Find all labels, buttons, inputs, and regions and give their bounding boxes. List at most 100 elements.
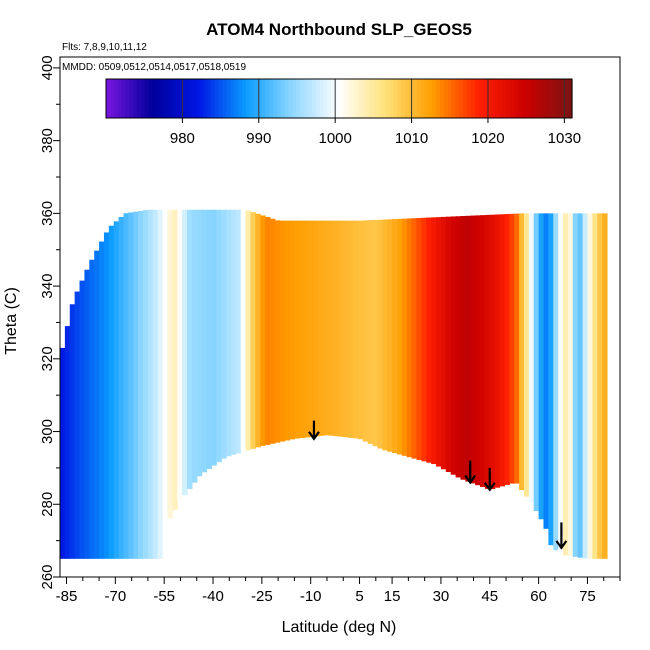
colorbar-swatch — [218, 79, 224, 118]
colorbar-swatch — [265, 79, 270, 118]
slp-cell — [436, 217, 442, 467]
colorbar-swatch — [137, 79, 142, 118]
slp-cell — [455, 216, 462, 478]
slp-cell — [221, 209, 227, 459]
y-tick-label: 380 — [39, 128, 56, 153]
slp-cell — [284, 220, 291, 441]
colorbar-swatch — [327, 79, 332, 118]
slp-cell — [421, 217, 427, 462]
slp-cell — [538, 213, 545, 520]
colorbar-swatch — [385, 79, 391, 118]
colorbar-swatch — [191, 79, 196, 118]
colorbar-swatch — [420, 79, 426, 118]
slp-cell — [587, 213, 593, 559]
slp-cell — [548, 213, 554, 546]
downward-arrow — [483, 467, 496, 492]
slp-cell — [123, 213, 129, 559]
colorbar-swatch — [238, 79, 243, 118]
slp-cell — [226, 209, 232, 457]
colorbar-swatch — [199, 79, 204, 118]
colorbar-swatch — [552, 79, 558, 118]
slp-cell — [265, 217, 271, 445]
slp-cell — [406, 218, 413, 458]
colorbar-swatch — [447, 79, 453, 118]
colorbar-swatch — [381, 79, 387, 118]
slp-cell — [162, 209, 169, 559]
slp-cell — [338, 220, 344, 437]
colorbar-swatch — [505, 79, 511, 118]
colorbar-swatch — [556, 79, 561, 118]
downward-arrow — [555, 522, 568, 550]
slp-cell — [274, 220, 281, 443]
slp-cell — [323, 220, 330, 436]
colorbar-swatch — [540, 79, 546, 118]
slp-cell — [343, 220, 349, 438]
colorbar-swatch — [377, 79, 383, 118]
slp-cell — [172, 209, 178, 511]
colorbar-swatch — [125, 79, 130, 118]
slp-cell — [182, 209, 188, 496]
colorbar-swatch — [304, 79, 309, 118]
slp-cell — [255, 213, 261, 448]
colorbar-swatch — [373, 79, 379, 118]
colorbar-swatch — [129, 79, 134, 118]
slp-cell — [543, 213, 549, 529]
colorbar-swatch — [474, 79, 480, 118]
colorbar-swatch — [424, 79, 429, 118]
slp-cell — [250, 212, 256, 449]
x-tick-label: 45 — [481, 588, 498, 605]
slp-cell — [103, 232, 110, 559]
slp-cell — [328, 220, 335, 436]
colorbar-swatch — [362, 79, 367, 118]
slp-cell — [426, 217, 432, 463]
colorbar-swatch — [393, 79, 398, 118]
chart-title: ATOM4 Northbound SLP_GEOS5 — [206, 20, 472, 39]
colorbar-swatch — [253, 79, 259, 118]
dates-annotation: MMDD: 0509,0512,0514,0517,0518,0519 — [62, 62, 246, 73]
colorbar-swatch — [245, 79, 251, 118]
colorbar-swatch — [366, 79, 371, 118]
slp-cell — [74, 291, 81, 559]
slp-cell — [362, 220, 369, 442]
slp-cell — [294, 220, 300, 439]
colorbar-swatch — [323, 79, 328, 118]
slp-cell — [186, 209, 193, 489]
colorbar-swatch — [455, 79, 460, 118]
slp-cell — [201, 209, 208, 473]
colorbar-swatch — [436, 79, 441, 118]
colorbar-swatch — [471, 79, 476, 118]
slp-cell — [396, 218, 403, 455]
colorbar-swatch — [459, 79, 464, 118]
colorbar-swatch — [517, 79, 523, 118]
slp-cell — [460, 216, 466, 480]
colorbar-swatch — [292, 79, 297, 118]
slp-cell — [582, 213, 589, 559]
plot-area — [60, 209, 608, 559]
colorbar-swatch — [331, 79, 336, 118]
slp-cell — [270, 218, 276, 444]
slp-cell — [60, 347, 66, 559]
slp-cell — [440, 216, 447, 470]
colorbar-swatch — [428, 79, 433, 118]
slp-cell — [572, 213, 579, 557]
colorbar-tick-label: 990 — [246, 130, 271, 147]
slp-cell — [523, 213, 530, 497]
colorbar-swatch — [560, 79, 565, 118]
slp-cell — [206, 209, 212, 469]
slp-cell — [431, 217, 437, 465]
y-tick-label: 300 — [39, 419, 56, 444]
slp-cell — [475, 215, 481, 486]
slp-cell — [133, 211, 139, 559]
colorbar-swatch — [370, 79, 375, 118]
colorbar-tick-label: 1000 — [318, 130, 351, 147]
slp-cell — [279, 220, 286, 442]
slp-cell — [602, 213, 608, 559]
colorbar-swatch — [335, 79, 340, 118]
arrow-head — [555, 540, 568, 550]
colorbar-swatch — [486, 79, 492, 118]
colorbar-swatch — [152, 79, 158, 118]
colorbar-swatch — [117, 79, 123, 118]
colorbar-swatch — [478, 79, 484, 118]
colorbar-swatch — [257, 79, 262, 118]
